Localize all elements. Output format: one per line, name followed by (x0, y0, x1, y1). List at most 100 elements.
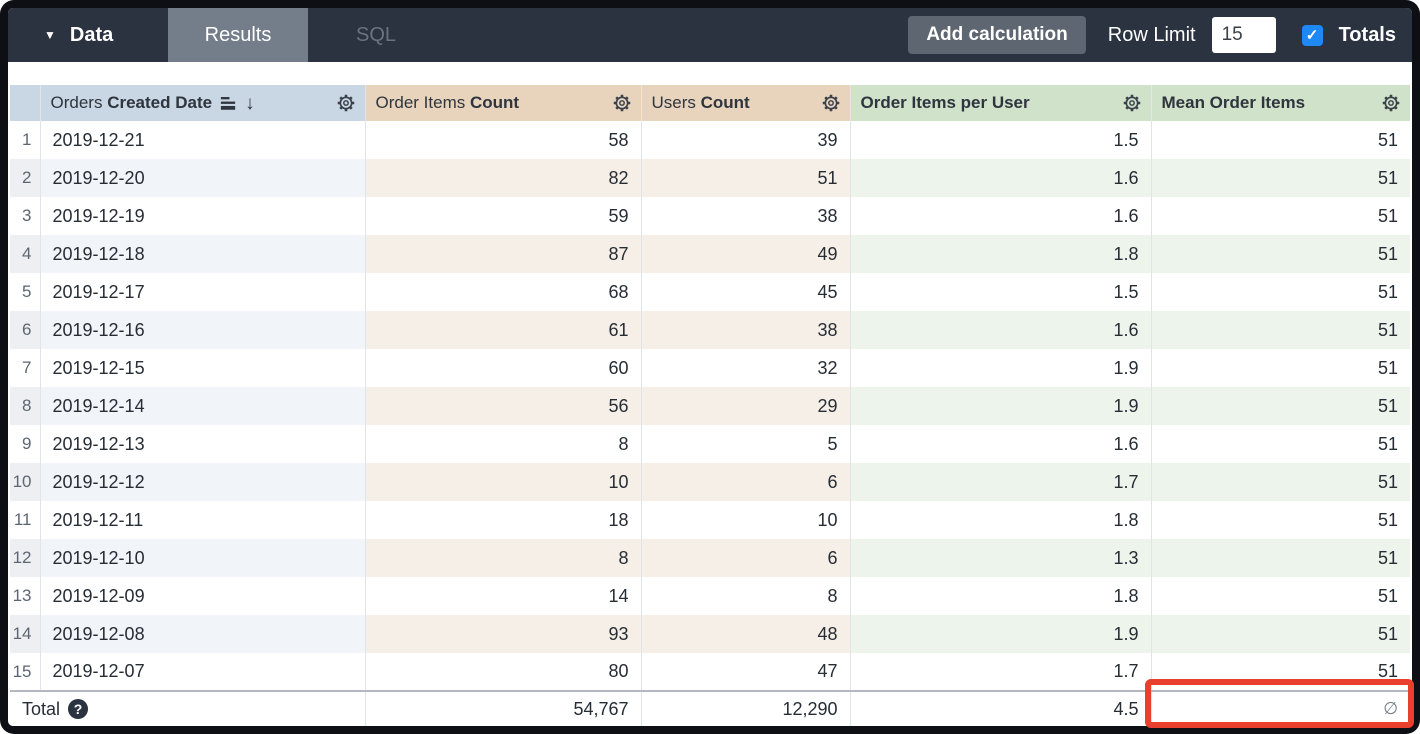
column-header-mean-order-items[interactable]: Mean Order Items (1150, 85, 1410, 121)
table-row[interactable]: 1 2019-12-21 58 39 1.5 51 (10, 121, 1410, 159)
cell-order-items-count[interactable]: 58 (364, 121, 641, 159)
cell-mean-order-items[interactable]: 51 (1150, 425, 1410, 463)
tab-sql[interactable]: SQL (308, 8, 444, 62)
cell-order-items-count[interactable]: 93 (364, 615, 641, 653)
cell-order-items-count[interactable]: 8 (364, 425, 641, 463)
cell-order-items-count[interactable]: 8 (364, 539, 641, 577)
table-row[interactable]: 5 2019-12-17 68 45 1.5 51 (10, 273, 1410, 311)
table-row[interactable]: 15 2019-12-07 80 47 1.7 51 (10, 653, 1410, 691)
cell-mean-order-items[interactable]: 51 (1150, 577, 1410, 615)
cell-orders-created-date[interactable]: 2019-12-17 (39, 273, 365, 311)
cell-orders-created-date[interactable]: 2019-12-08 (39, 615, 365, 653)
cell-orders-created-date[interactable]: 2019-12-14 (39, 387, 365, 425)
cell-users-count[interactable]: 10 (640, 501, 850, 539)
gear-icon[interactable] (611, 92, 633, 114)
cell-users-count[interactable]: 38 (640, 197, 850, 235)
cell-order-items-per-user[interactable]: 1.8 (849, 501, 1151, 539)
cell-order-items-per-user[interactable]: 1.5 (849, 273, 1151, 311)
cell-order-items-per-user[interactable]: 1.9 (849, 387, 1151, 425)
cell-users-count[interactable]: 45 (640, 273, 850, 311)
cell-users-count[interactable]: 32 (640, 349, 850, 387)
table-row[interactable]: 8 2019-12-14 56 29 1.9 51 (10, 387, 1410, 425)
table-row[interactable]: 9 2019-12-13 8 5 1.6 51 (10, 425, 1410, 463)
cell-order-items-count[interactable]: 14 (364, 577, 641, 615)
cell-order-items-count[interactable]: 61 (364, 311, 641, 349)
cell-users-count[interactable]: 38 (640, 311, 850, 349)
cell-users-count[interactable]: 49 (640, 235, 850, 273)
cell-mean-order-items[interactable]: 51 (1150, 539, 1410, 577)
cell-orders-created-date[interactable]: 2019-12-19 (39, 197, 365, 235)
gear-icon[interactable] (1121, 92, 1143, 114)
gear-icon[interactable] (335, 92, 357, 114)
table-row[interactable]: 11 2019-12-11 18 10 1.8 51 (10, 501, 1410, 539)
cell-order-items-per-user[interactable]: 1.5 (849, 121, 1151, 159)
column-header-order-items-count[interactable]: Order Items Count (364, 85, 641, 121)
table-row[interactable]: 14 2019-12-08 93 48 1.9 51 (10, 615, 1410, 653)
cell-order-items-per-user[interactable]: 1.7 (849, 463, 1151, 501)
cell-users-count[interactable]: 29 (640, 387, 850, 425)
tab-results[interactable]: Results (168, 8, 308, 62)
cell-users-count[interactable]: 8 (640, 577, 850, 615)
cell-users-count[interactable]: 47 (640, 653, 850, 691)
cell-order-items-count[interactable]: 56 (364, 387, 641, 425)
cell-orders-created-date[interactable]: 2019-12-13 (39, 425, 365, 463)
cell-orders-created-date[interactable]: 2019-12-20 (39, 159, 365, 197)
table-row[interactable]: 12 2019-12-10 8 6 1.3 51 (10, 539, 1410, 577)
cell-mean-order-items[interactable]: 51 (1150, 463, 1410, 501)
cell-order-items-per-user[interactable]: 1.8 (849, 577, 1151, 615)
table-row[interactable]: 3 2019-12-19 59 38 1.6 51 (10, 197, 1410, 235)
cell-mean-order-items[interactable]: 51 (1150, 197, 1410, 235)
cell-users-count[interactable]: 5 (640, 425, 850, 463)
cell-orders-created-date[interactable]: 2019-12-18 (39, 235, 365, 273)
add-calculation-button[interactable]: Add calculation (908, 16, 1086, 54)
cell-mean-order-items[interactable]: 51 (1150, 653, 1410, 691)
help-icon[interactable]: ? (68, 699, 89, 719)
column-header-users-count[interactable]: Users Count (640, 85, 850, 121)
cell-order-items-count[interactable]: 59 (364, 197, 641, 235)
cell-orders-created-date[interactable]: 2019-12-15 (39, 349, 365, 387)
cell-mean-order-items[interactable]: 51 (1150, 387, 1410, 425)
table-row[interactable]: 2 2019-12-20 82 51 1.6 51 (10, 159, 1410, 197)
cell-orders-created-date[interactable]: 2019-12-10 (39, 539, 365, 577)
table-row[interactable]: 7 2019-12-15 60 32 1.9 51 (10, 349, 1410, 387)
cell-mean-order-items[interactable]: 51 (1150, 311, 1410, 349)
cell-mean-order-items[interactable]: 51 (1150, 349, 1410, 387)
cell-users-count[interactable]: 6 (640, 463, 850, 501)
cell-orders-created-date[interactable]: 2019-12-07 (39, 653, 365, 691)
cell-order-items-per-user[interactable]: 1.6 (849, 159, 1151, 197)
cell-mean-order-items[interactable]: 51 (1150, 501, 1410, 539)
row-limit-input[interactable] (1211, 17, 1276, 53)
cell-users-count[interactable]: 48 (640, 615, 850, 653)
column-header-orders-created-date[interactable]: Orders Created Date ↓ (39, 85, 365, 121)
cell-order-items-per-user[interactable]: 1.6 (849, 311, 1151, 349)
cell-orders-created-date[interactable]: 2019-12-21 (39, 121, 365, 159)
cell-users-count[interactable]: 6 (640, 539, 850, 577)
cell-mean-order-items[interactable]: 51 (1150, 235, 1410, 273)
cell-order-items-per-user[interactable]: 1.3 (849, 539, 1151, 577)
cell-mean-order-items[interactable]: 51 (1150, 615, 1410, 653)
cell-users-count[interactable]: 51 (640, 159, 850, 197)
cell-orders-created-date[interactable]: 2019-12-11 (39, 501, 365, 539)
cell-orders-created-date[interactable]: 2019-12-16 (39, 311, 365, 349)
cell-order-items-per-user[interactable]: 1.8 (849, 235, 1151, 273)
table-row[interactable]: 6 2019-12-16 61 38 1.6 51 (10, 311, 1410, 349)
cell-order-items-count[interactable]: 68 (364, 273, 641, 311)
cell-order-items-per-user[interactable]: 1.9 (849, 349, 1151, 387)
cell-order-items-count[interactable]: 18 (364, 501, 641, 539)
date-group-bars-icon[interactable] (219, 94, 238, 113)
table-row[interactable]: 10 2019-12-12 10 6 1.7 51 (10, 463, 1410, 501)
table-row[interactable]: 13 2019-12-09 14 8 1.8 51 (10, 577, 1410, 615)
totals-checkbox[interactable]: ✓ (1301, 24, 1323, 46)
cell-mean-order-items[interactable]: 51 (1150, 159, 1410, 197)
cell-mean-order-items[interactable]: 51 (1150, 121, 1410, 159)
data-section-toggle[interactable]: ▼ Data (8, 8, 168, 62)
cell-order-items-per-user[interactable]: 1.9 (849, 615, 1151, 653)
cell-orders-created-date[interactable]: 2019-12-09 (39, 577, 365, 615)
cell-order-items-per-user[interactable]: 1.6 (849, 197, 1151, 235)
cell-order-items-count[interactable]: 80 (364, 653, 641, 691)
cell-order-items-count[interactable]: 60 (364, 349, 641, 387)
sort-descending-icon[interactable]: ↓ (245, 92, 255, 114)
cell-order-items-count[interactable]: 82 (364, 159, 641, 197)
table-row[interactable]: 4 2019-12-18 87 49 1.8 51 (10, 235, 1410, 273)
cell-orders-created-date[interactable]: 2019-12-12 (39, 463, 365, 501)
